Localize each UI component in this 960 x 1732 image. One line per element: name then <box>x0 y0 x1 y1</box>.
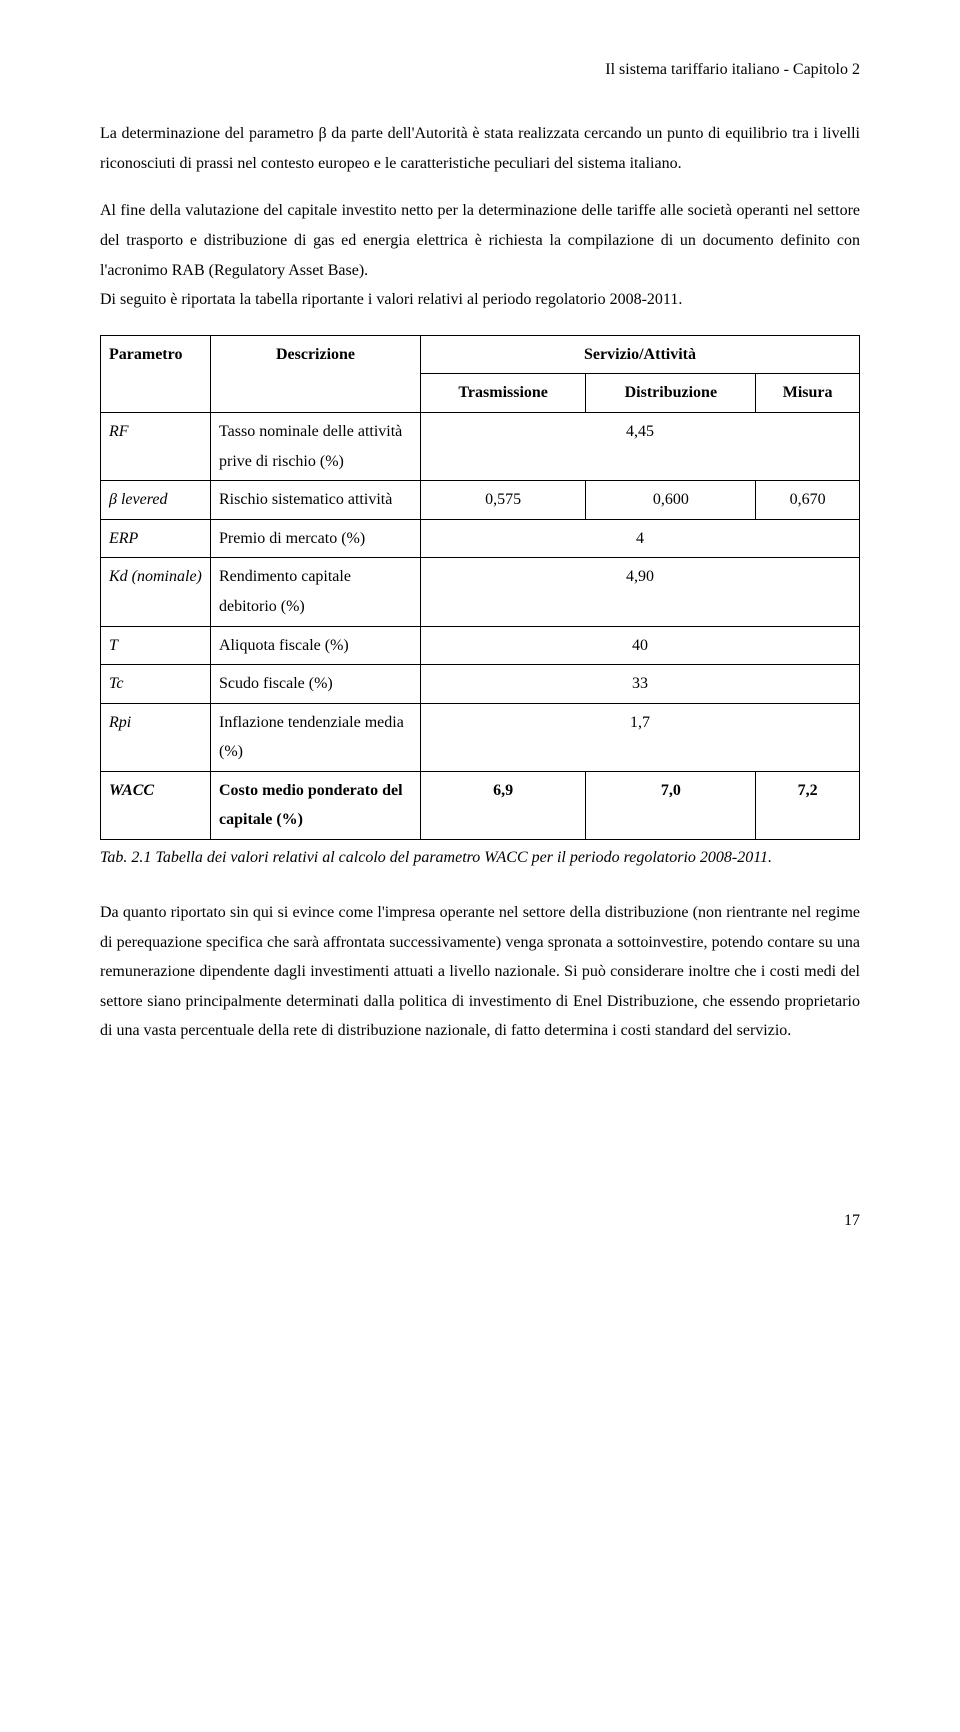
table-row-beta: β levered Rischio sistematico attività 0… <box>101 481 860 520</box>
cell-t-param: T <box>101 626 211 665</box>
cell-erp-val: 4 <box>421 519 860 558</box>
th-distribuzione: Distribuzione <box>586 374 756 413</box>
cell-kd-param: Kd (nominale) <box>101 558 211 626</box>
table-header-row-1: Parametro Descrizione Servizio/Attività <box>101 335 860 374</box>
running-header: Il sistema tariffario italiano - Capitol… <box>100 60 860 79</box>
paragraph-2-text: Al fine della valutazione del capitale i… <box>100 196 860 285</box>
paragraph-1: La determinazione del parametro β da par… <box>100 119 860 178</box>
table-row-rpi: Rpi Inflazione tendenziale media (%) 1,7 <box>101 703 860 771</box>
cell-beta-desc: Rischio sistematico attività <box>211 481 421 520</box>
page-number: 17 <box>100 1206 860 1236</box>
cell-rf-param: RF <box>101 412 211 480</box>
cell-wacc-t: 6,9 <box>421 771 586 839</box>
cell-rpi-val: 1,7 <box>421 703 860 771</box>
th-trasmissione: Trasmissione <box>421 374 586 413</box>
cell-beta-d: 0,600 <box>586 481 756 520</box>
wacc-table: Parametro Descrizione Servizio/Attività … <box>100 335 860 840</box>
paragraph-4-text: Da quanto riportato sin qui si evince co… <box>100 898 860 1046</box>
cell-tc-desc: Scudo fiscale (%) <box>211 665 421 704</box>
cell-tc-param: Tc <box>101 665 211 704</box>
cell-rf-val: 4,45 <box>421 412 860 480</box>
table-row-t: T Aliquota fiscale (%) 40 <box>101 626 860 665</box>
cell-beta-m: 0,670 <box>756 481 860 520</box>
cell-wacc-m: 7,2 <box>756 771 860 839</box>
cell-rpi-desc: Inflazione tendenziale media (%) <box>211 703 421 771</box>
table-row-tc: Tc Scudo fiscale (%) 33 <box>101 665 860 704</box>
th-descrizione: Descrizione <box>211 335 421 412</box>
th-parametro: Parametro <box>101 335 211 412</box>
cell-beta-param: β levered <box>101 481 211 520</box>
cell-rf-desc: Tasso nominale delle attività prive di r… <box>211 412 421 480</box>
cell-wacc-d: 7,0 <box>586 771 756 839</box>
paragraph-3-text: Di seguito è riportata la tabella riport… <box>100 285 860 315</box>
paragraph-4: Da quanto riportato sin qui si evince co… <box>100 898 860 1046</box>
cell-erp-param: ERP <box>101 519 211 558</box>
table-row-erp: ERP Premio di mercato (%) 4 <box>101 519 860 558</box>
table-row-rf: RF Tasso nominale delle attività prive d… <box>101 412 860 480</box>
cell-erp-desc: Premio di mercato (%) <box>211 519 421 558</box>
cell-tc-val: 33 <box>421 665 860 704</box>
cell-t-val: 40 <box>421 626 860 665</box>
cell-wacc-desc: Costo medio ponderato del capitale (%) <box>211 771 421 839</box>
cell-beta-t: 0,575 <box>421 481 586 520</box>
paragraph-1-text: La determinazione del parametro β da par… <box>100 119 860 178</box>
table-caption: Tab. 2.1 Tabella dei valori relativi al … <box>100 846 860 870</box>
cell-rpi-param: Rpi <box>101 703 211 771</box>
cell-kd-desc: Rendimento capitale debitorio (%) <box>211 558 421 626</box>
paragraph-2: Al fine della valutazione del capitale i… <box>100 196 860 314</box>
table-row-kd: Kd (nominale) Rendimento capitale debito… <box>101 558 860 626</box>
table-row-wacc: WACC Costo medio ponderato del capitale … <box>101 771 860 839</box>
cell-kd-val: 4,90 <box>421 558 860 626</box>
th-misura: Misura <box>756 374 860 413</box>
cell-t-desc: Aliquota fiscale (%) <box>211 626 421 665</box>
cell-wacc-param: WACC <box>101 771 211 839</box>
th-servizio: Servizio/Attività <box>421 335 860 374</box>
